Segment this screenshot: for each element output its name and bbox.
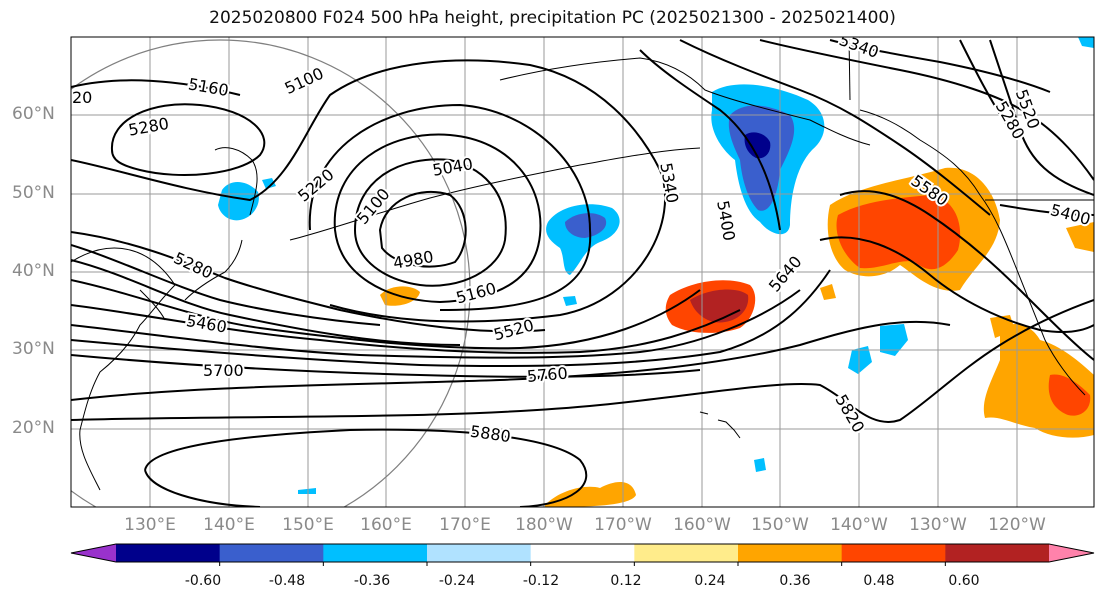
colorbar-tick-label: -0.36	[353, 573, 391, 589]
colorbar-tick-label: 0.60	[948, 573, 980, 589]
gridlines	[71, 37, 1094, 507]
lat-label: 30°N	[12, 339, 55, 359]
contour-5820	[71, 299, 1094, 423]
coastline-canada	[859, 109, 1086, 396]
contour-5640	[71, 269, 831, 368]
contour-ne-5400	[999, 204, 1094, 216]
contour-5760	[71, 320, 951, 401]
canada-border	[848, 37, 851, 101]
lon-label: 180°W	[515, 515, 573, 535]
contour-label: 20	[72, 88, 92, 107]
lon-label: 160°W	[673, 515, 731, 535]
precip-area-small-blue-4	[563, 296, 577, 306]
coastlines	[71, 37, 1094, 491]
precip-area-japan-blue	[218, 181, 259, 221]
precip-shading	[218, 37, 1094, 507]
colorbar-tick-label: 0.48	[863, 573, 895, 589]
colorbar-tick-label: 0.24	[694, 573, 726, 589]
contour-5100-inner	[333, 133, 542, 304]
precip-area-alaska-dark	[744, 132, 771, 159]
contour-5280-west	[110, 103, 266, 176]
contour-5160	[71, 79, 592, 311]
precip-area-hawaii-blue-2	[880, 324, 908, 356]
colorbar-segment	[530, 544, 635, 562]
lon-label: 160°E	[360, 515, 412, 535]
colorbar-segment	[634, 544, 739, 562]
colorbar-segment	[427, 544, 532, 562]
contour-label: 5700	[203, 361, 244, 380]
colorbar-segment	[323, 544, 428, 562]
contour-5460	[71, 279, 701, 350]
contour-5520	[71, 304, 741, 354]
coastline-alaska	[499, 57, 871, 146]
precip-area-central-mid	[565, 213, 607, 238]
lon-label: 150°E	[282, 515, 334, 535]
precip-area-small-blue-2	[754, 458, 766, 472]
contour-ne-5280	[959, 39, 1011, 131]
contour-east-1	[639, 49, 781, 231]
colorbar-segment	[841, 544, 946, 562]
lat-label: 50°N	[12, 183, 55, 203]
precip-area-pacific-darkred	[690, 289, 749, 323]
coastline-asia	[71, 247, 176, 491]
lon-label: 170°W	[594, 515, 652, 535]
colorbar-segment	[219, 544, 324, 562]
map-title: 2025020800 F024 500 hPa height, precipit…	[209, 8, 896, 28]
colorbar-outline	[70, 543, 1095, 563]
colorbar-extend-low	[71, 544, 116, 562]
height-contours	[71, 39, 1094, 507]
contour-east-5	[819, 236, 1094, 334]
lon-label: 150°W	[751, 515, 809, 535]
colorbar-segment	[945, 544, 1050, 562]
range-ring	[71, 39, 471, 507]
colorbar-tick-label: 0.36	[779, 573, 811, 589]
contour-east-3	[759, 39, 1094, 181]
colorbar-extend-high	[1049, 544, 1094, 562]
contour-5700	[71, 354, 701, 378]
colorbar-tick-label: -0.24	[438, 573, 476, 589]
lon-label: 120°W	[988, 515, 1046, 535]
contour-north-5340	[829, 39, 1051, 93]
contour-5400	[71, 259, 461, 346]
lon-label: 130°E	[124, 515, 176, 535]
colorbar-segment	[116, 544, 221, 562]
contour-east-2	[679, 39, 991, 216]
lat-label: 60°N	[12, 104, 55, 124]
colorbar-ticks	[219, 562, 946, 566]
lon-label: 130°W	[909, 515, 967, 535]
contour-5340	[71, 244, 381, 326]
lon-label: 140°W	[830, 515, 888, 535]
contour-5580	[71, 289, 801, 359]
precip-area-baja-red	[1048, 374, 1091, 416]
precip-area-small-orange-2	[820, 284, 836, 300]
contour-5880	[144, 428, 588, 507]
coastline-hawaii	[699, 411, 741, 439]
precip-area-northeast-orange	[1066, 222, 1094, 252]
colorbar-segments	[71, 544, 1094, 562]
colorbar-tick-label: -0.60	[184, 573, 222, 589]
colorbar-tick-label: -0.12	[522, 573, 560, 589]
precip-area-hawaii-blue	[848, 346, 872, 374]
colorbar-tick-label: -0.48	[268, 573, 306, 589]
contour-5280-a	[71, 231, 546, 333]
coastline-aleutians	[289, 147, 701, 241]
precip-area-small-blue	[262, 178, 276, 189]
colorbar-tick-label: 0.12	[610, 573, 642, 589]
contour-5040	[353, 158, 507, 287]
lat-label: 40°N	[12, 261, 55, 281]
colorbar-segment	[738, 544, 843, 562]
map-frame	[70, 36, 1095, 508]
lon-label: 170°E	[439, 515, 491, 535]
precip-area-small-blue-3	[298, 488, 316, 494]
precip-area-south-orange	[545, 482, 636, 507]
contour-northeast	[989, 39, 1094, 196]
lon-label: 140°E	[203, 515, 255, 535]
contour-5220	[71, 59, 666, 323]
contour-4980	[378, 190, 467, 268]
precip-area-corner-blue	[1078, 37, 1094, 48]
precip-area-alaska-mid	[728, 105, 795, 211]
lat-label: 20°N	[12, 418, 55, 438]
